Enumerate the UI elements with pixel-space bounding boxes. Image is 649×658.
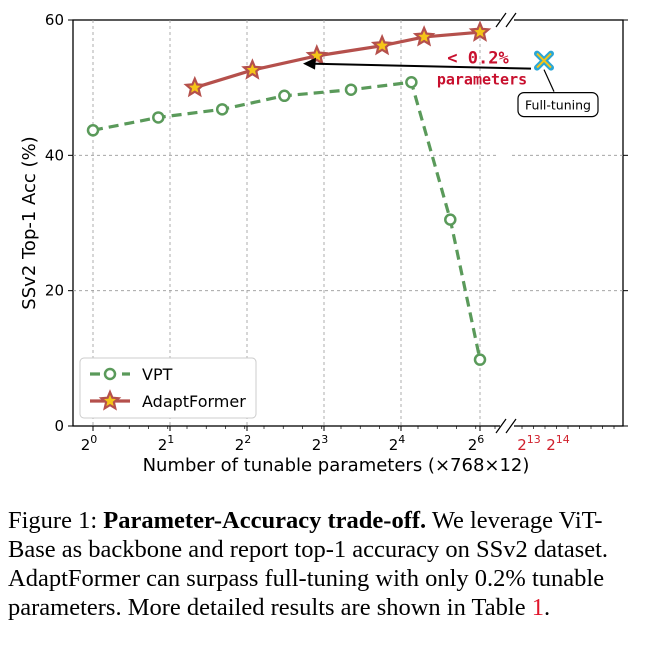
vpt-point (152, 111, 165, 124)
caption-end: . (543, 594, 551, 621)
plot-frame (72, 19, 624, 427)
arrow-head (303, 57, 316, 70)
vpt-point (444, 213, 457, 226)
legend-marker-circle (103, 367, 117, 381)
chart: 0 20 40 60 20 21 22 23 24 26 213 214 < 0.2% paramete… (19, 11, 628, 476)
full-tuning-box (517, 91, 599, 118)
vpt-point (86, 124, 100, 137)
y-tick-label: 20 (45, 282, 64, 300)
vpt-point (215, 103, 229, 116)
full-tuning-leader (543, 69, 555, 92)
adaptformer-point (468, 20, 492, 42)
x-tick-label: 22 (235, 433, 252, 454)
full-tuning-marker-inner (536, 52, 552, 69)
annotations: < 0.2% parameters Full-tuning (303, 49, 599, 118)
adaptformer-point (183, 75, 207, 98)
x-axis-title: Number of tunable parameters (×768×12) (143, 455, 530, 476)
axis-break-gap (500, 18, 514, 428)
adaptformer-point (241, 58, 264, 80)
x-tick-label-broken: 213 (517, 433, 541, 454)
vpt-point (473, 353, 487, 366)
axis-break-mark (495, 418, 507, 434)
full-tuning-label: Full-tuning (525, 98, 591, 113)
legend: VPT AdaptFormer (79, 357, 257, 419)
arrow-line (309, 62, 532, 70)
caption-body: We leverage ViT-Base as backbone and rep… (8, 507, 609, 621)
caption-table-ref[interactable]: 1 (531, 594, 544, 621)
x-tick-label: 21 (158, 433, 175, 454)
arrow-label-top: < 0.2% (447, 49, 509, 69)
caption-bold-title: Parameter-Accuracy trade-off. (103, 507, 427, 534)
vpt-point (405, 76, 418, 89)
legend-label: VPT (142, 365, 173, 384)
series-line-adaptformer (194, 30, 481, 90)
x-tick-label: 23 (312, 433, 329, 454)
legend-label: AdaptFormer (142, 392, 246, 411)
caption-figure-label: Figure 1: (8, 507, 98, 534)
y-tick-label: 40 (45, 146, 64, 164)
vpt-point (344, 83, 358, 96)
x-tick-label: 20 (81, 433, 98, 454)
adaptformer-point (370, 33, 394, 56)
x-tick-label: 24 (389, 433, 406, 454)
adaptformer-point (412, 25, 436, 47)
arrow-label-bottom: parameters (437, 71, 527, 89)
legend-marker-star (98, 389, 122, 411)
figure-caption: Figure 1: Parameter-Accuracy trade-off. … (8, 506, 640, 622)
adaptformer-point (305, 44, 329, 66)
y-axis-title: SSv2 Top-1 Acc (%) (19, 136, 40, 309)
axis-break-mark (505, 12, 517, 28)
axis-break-mark (505, 418, 517, 434)
series (86, 20, 492, 366)
y-tick-label: 0 (54, 417, 64, 435)
axis-break-mark (495, 12, 507, 28)
series-line-vpt (92, 80, 482, 361)
x-tick-label: 26 (468, 433, 485, 454)
x-tick-label-broken: 214 (546, 433, 570, 454)
ticks: 0 20 40 60 20 21 22 23 24 26 213 214 (45, 11, 628, 454)
vpt-point (278, 89, 291, 103)
y-tick-label: 60 (45, 11, 64, 29)
